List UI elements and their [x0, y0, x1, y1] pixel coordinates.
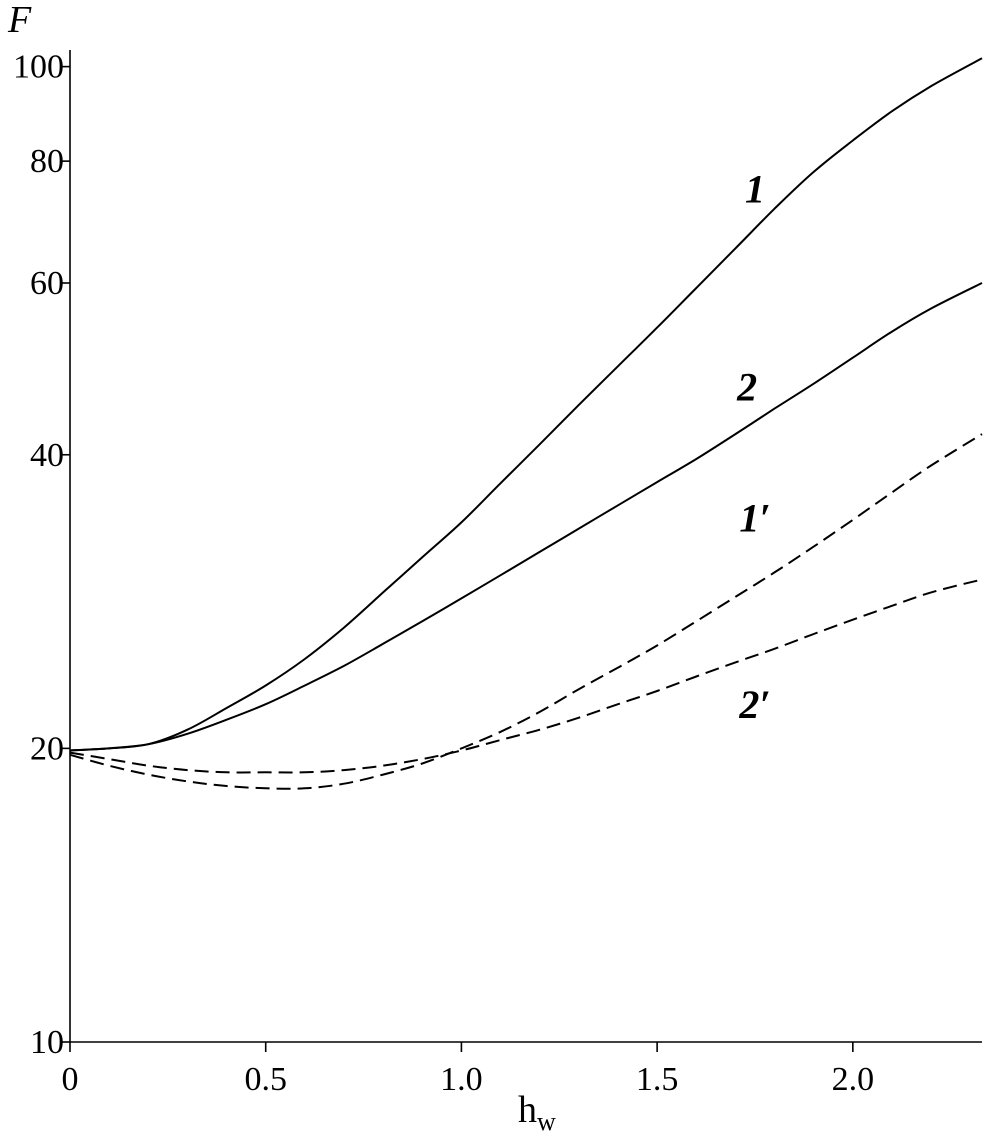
x-axis-title-main: h: [518, 1089, 537, 1131]
y-tick-label: 100: [13, 49, 64, 86]
y-tick-label: 80: [30, 143, 64, 180]
y-tick-label: 40: [30, 437, 64, 474]
series-group: [69, 57, 983, 790]
x-tick-label: 0: [62, 1061, 79, 1098]
y-tick-label: 10: [30, 1024, 64, 1061]
series-line: [69, 282, 983, 752]
x-ticks: 0 0.5 1.0 1.5 2.0: [62, 1042, 875, 1098]
x-tick-label: 1.0: [440, 1061, 483, 1098]
curve-label: 2′: [738, 682, 770, 727]
x-axis-title: hw: [518, 1089, 556, 1136]
curve-label: 2: [736, 364, 757, 409]
y-axis-title: F: [7, 0, 32, 41]
y-tick-label: 20: [30, 730, 64, 767]
series-line: [69, 433, 983, 790]
series-line: [69, 578, 983, 774]
curve-label: 1: [745, 166, 765, 211]
x-axis-title-subscript: w: [537, 1107, 556, 1136]
x-tick-label: 2.0: [832, 1061, 875, 1098]
series-line: [69, 57, 983, 752]
curve-label: 1′: [739, 495, 770, 540]
x-tick-label: 0.5: [244, 1061, 287, 1098]
x-tick-label: 1.5: [636, 1061, 679, 1098]
y-tick-label: 60: [30, 265, 64, 302]
curve-labels: 1 2 1′ 2′: [736, 166, 770, 727]
y-ticks: 10 20 40 60 80 100: [13, 49, 70, 1061]
